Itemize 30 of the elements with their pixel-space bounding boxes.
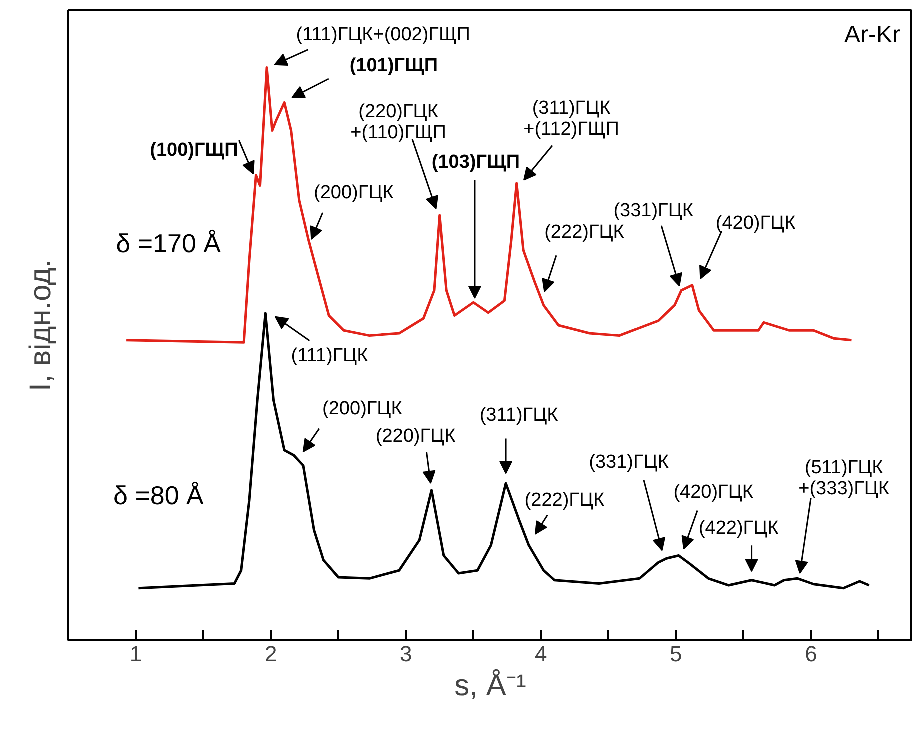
annotation: (220)ГЦК +(110)ГЩП <box>350 102 446 144</box>
x-tick-label: 5 <box>670 642 682 666</box>
text: Ar-Kr <box>844 22 901 48</box>
x-axis-title: s, Å⁻¹ <box>454 668 526 702</box>
annotation: (200)ГЦК <box>314 182 394 204</box>
annotation: (111)ГЦК <box>291 345 368 366</box>
annotation: (111)ГЦК+(002)ГЩП <box>296 24 470 46</box>
annotation: (101)ГЩП <box>350 55 438 76</box>
annotation: (311)ГЦК <box>480 405 558 426</box>
annotation: (420)ГЦК <box>674 482 754 504</box>
annotation: (100)ГЩП <box>150 140 238 162</box>
x-tick-label: 3 <box>400 642 412 666</box>
series-label: δ =80 Å <box>114 480 205 510</box>
series-label: δ =170 Å <box>116 228 222 258</box>
annotation: (311)ГЦК +(112)ГЩП <box>524 98 620 140</box>
annotation: (331)ГЦК <box>614 200 694 222</box>
annotation: (222)ГЦК <box>524 490 605 511</box>
annotation: (200)ГЦК <box>322 398 402 420</box>
annotation: (103)ГЩП <box>432 152 520 173</box>
y-axis-title: I, відн.од. <box>24 260 58 392</box>
x-tick-label: 6 <box>805 642 818 666</box>
x-tick-label: 4 <box>535 642 548 666</box>
annotation: (422)ГЦК <box>698 518 779 540</box>
annotation: (511)ГЦК +(333)ГЦК <box>798 457 890 500</box>
x-tick-label: 1 <box>130 642 142 666</box>
x-tick-label: 2 <box>264 642 278 666</box>
annotation: (331)ГЦК <box>589 452 669 473</box>
annotation: (220)ГЦК <box>376 426 456 447</box>
annotation: (420)ГЦК <box>716 212 796 234</box>
annotation: (222)ГЦК <box>544 222 624 244</box>
